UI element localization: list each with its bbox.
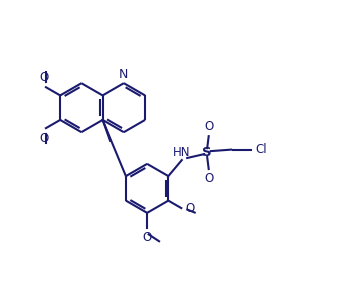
- Text: O: O: [40, 71, 49, 84]
- Text: O: O: [40, 132, 49, 145]
- Text: S: S: [202, 146, 212, 159]
- Text: O: O: [204, 172, 213, 185]
- Text: N: N: [119, 68, 129, 81]
- Text: HN: HN: [173, 145, 190, 159]
- Text: Cl: Cl: [256, 143, 267, 156]
- Text: O: O: [185, 202, 194, 215]
- Text: O: O: [142, 231, 151, 244]
- Text: O: O: [204, 120, 213, 133]
